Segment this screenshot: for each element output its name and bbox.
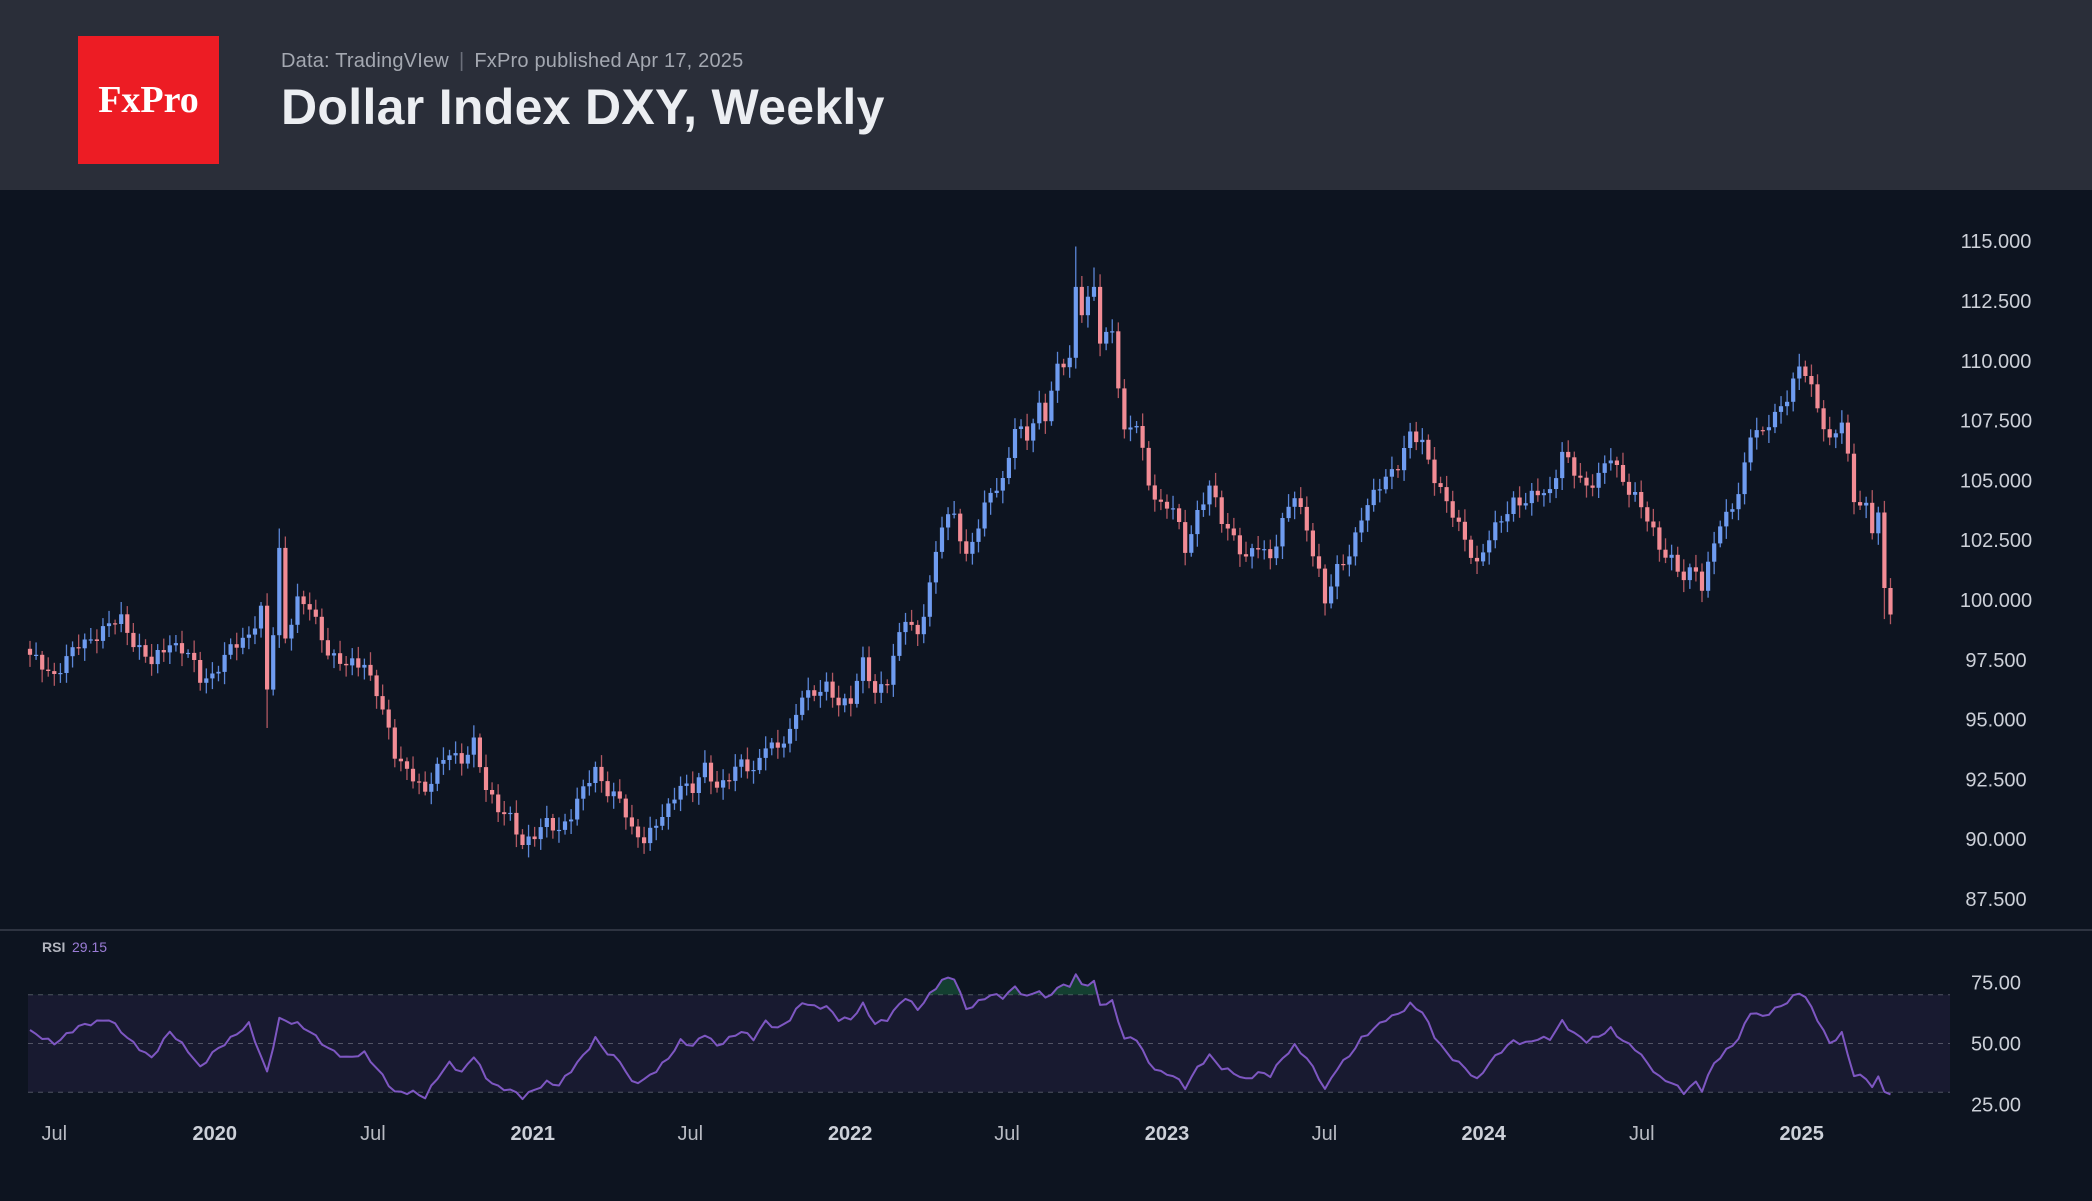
price-axis-label: 115.000: [1961, 231, 2032, 253]
candlestick-layer: [27, 246, 1893, 858]
fxpro-logo: FxPro: [78, 36, 219, 164]
time-axis-month-label: Jul: [1629, 1123, 1655, 1145]
time-axis-month-label: Jul: [994, 1123, 1020, 1145]
price-axis-label: 97.500: [1965, 650, 2026, 672]
time-axis-year-label: 2025: [1779, 1123, 1824, 1145]
time-axis-year-label: 2023: [1145, 1123, 1190, 1145]
time-axis-month-label: Jul: [42, 1123, 68, 1145]
time-axis-year-label: 2024: [1461, 1123, 1506, 1145]
time-axis-month-label: Jul: [360, 1123, 386, 1145]
rsi-pane: RSI 29.15: [28, 939, 1950, 1101]
subtitle-separator: |: [458, 50, 465, 72]
fxpro-logo-text: FxPro: [98, 79, 199, 121]
price-axis-label: 112.500: [1961, 291, 2032, 313]
data-source-label: Data: TradingVIew: [281, 50, 449, 72]
time-axis-year-label: 2020: [193, 1123, 238, 1145]
published-label: FxPro published Apr 17, 2025: [474, 50, 744, 72]
price-axis-label: 102.500: [1960, 530, 2032, 552]
time-axis-year-label: 2021: [511, 1123, 556, 1145]
rsi-axis-label: 50.00: [1971, 1034, 2021, 1056]
price-axis-label: 110.000: [1961, 351, 2032, 373]
axis-labels: 115.000 112.500 110.000 107.500 105.000 102.5…: [42, 231, 2033, 1145]
time-axis-month-label: Jul: [678, 1123, 704, 1145]
price-axis-label: 92.500: [1965, 769, 2026, 791]
header: FxPro Data: TradingVIew | FxPro published …: [0, 0, 2092, 190]
rsi-line: [29, 973, 1891, 1101]
time-axis-year-label: 2022: [828, 1123, 873, 1145]
price-axis-label: 100.000: [1960, 590, 2032, 612]
chart-source-line: Data: TradingVIew | FxPro published Apr 17…: [281, 50, 743, 73]
price-axis-label: 107.500: [1960, 411, 2032, 433]
rsi-axis-label: 25.00: [1971, 1095, 2021, 1117]
rsi-legend-label: RSI: [42, 939, 65, 955]
price-axis-label: 95.000: [1965, 710, 2026, 732]
price-axis-label: 105.000: [1960, 470, 2032, 492]
time-axis-month-label: Jul: [1312, 1123, 1338, 1145]
price-axis-label: 90.000: [1965, 829, 2026, 851]
page-title: Dollar Index DXY, Weekly: [281, 79, 885, 135]
rsi-axis-label: 75.00: [1971, 973, 2021, 995]
rsi-legend-value: 29.15: [72, 939, 107, 955]
rsi-overbought-fill: [928, 974, 1802, 995]
price-axis-label: 87.500: [1965, 889, 2026, 911]
